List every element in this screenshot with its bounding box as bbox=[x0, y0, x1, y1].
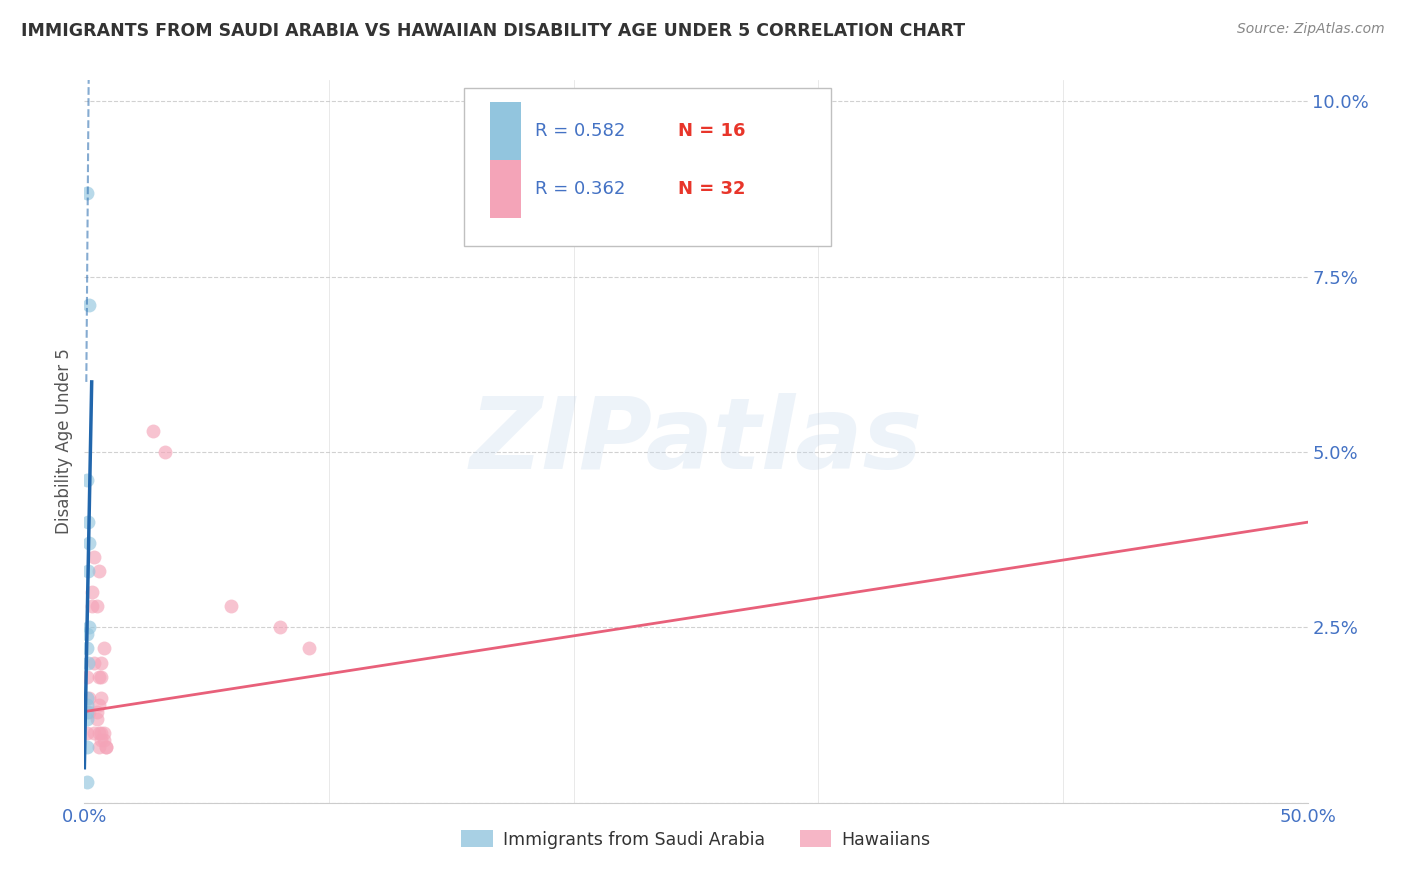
Text: N = 16: N = 16 bbox=[678, 122, 745, 140]
Text: N = 32: N = 32 bbox=[678, 179, 745, 198]
Point bbox=[87, 564, 110, 578]
Point bbox=[93, 732, 115, 747]
Point bbox=[87, 669, 110, 683]
Point bbox=[86, 712, 108, 726]
FancyBboxPatch shape bbox=[491, 102, 522, 160]
Point bbox=[77, 536, 100, 550]
Point bbox=[77, 690, 100, 705]
Point bbox=[90, 725, 112, 739]
Text: Source: ZipAtlas.com: Source: ZipAtlas.com bbox=[1237, 22, 1385, 37]
Point bbox=[76, 725, 98, 739]
Point bbox=[76, 186, 98, 200]
Point bbox=[87, 698, 110, 712]
Point bbox=[86, 599, 108, 614]
Y-axis label: Disability Age Under 5: Disability Age Under 5 bbox=[55, 349, 73, 534]
Point bbox=[298, 641, 321, 656]
Legend: Immigrants from Saudi Arabia, Hawaiians: Immigrants from Saudi Arabia, Hawaiians bbox=[454, 823, 938, 855]
Point bbox=[76, 698, 98, 712]
Point bbox=[83, 656, 105, 670]
Point bbox=[219, 599, 242, 614]
Point bbox=[87, 725, 110, 739]
Point bbox=[77, 298, 100, 312]
Point bbox=[80, 585, 103, 599]
Point bbox=[77, 564, 100, 578]
Point bbox=[93, 725, 115, 739]
Point bbox=[90, 656, 112, 670]
Point bbox=[80, 599, 103, 614]
FancyBboxPatch shape bbox=[464, 87, 831, 246]
Point bbox=[76, 774, 98, 789]
Point bbox=[76, 705, 98, 719]
Point bbox=[142, 424, 165, 438]
Text: R = 0.582: R = 0.582 bbox=[534, 122, 624, 140]
Text: R = 0.362: R = 0.362 bbox=[534, 179, 624, 198]
Point bbox=[76, 627, 98, 641]
Point bbox=[77, 620, 100, 634]
Point bbox=[76, 712, 98, 726]
Point bbox=[269, 620, 291, 634]
Point bbox=[96, 739, 118, 754]
Text: ZIPatlas: ZIPatlas bbox=[470, 393, 922, 490]
Point bbox=[90, 690, 112, 705]
Point bbox=[77, 515, 100, 529]
Point bbox=[83, 725, 105, 739]
Point bbox=[77, 656, 100, 670]
Point bbox=[86, 705, 108, 719]
Text: IMMIGRANTS FROM SAUDI ARABIA VS HAWAIIAN DISABILITY AGE UNDER 5 CORRELATION CHAR: IMMIGRANTS FROM SAUDI ARABIA VS HAWAIIAN… bbox=[21, 22, 965, 40]
Point bbox=[76, 641, 98, 656]
Point bbox=[153, 445, 176, 459]
Point bbox=[90, 669, 112, 683]
Point bbox=[83, 550, 105, 565]
Point bbox=[77, 705, 100, 719]
Point bbox=[76, 473, 98, 487]
Point bbox=[93, 641, 115, 656]
Point bbox=[96, 739, 118, 754]
FancyBboxPatch shape bbox=[491, 160, 522, 218]
Point bbox=[90, 732, 112, 747]
Point bbox=[76, 669, 98, 683]
Point bbox=[87, 739, 110, 754]
Point bbox=[76, 690, 98, 705]
Point bbox=[76, 739, 98, 754]
